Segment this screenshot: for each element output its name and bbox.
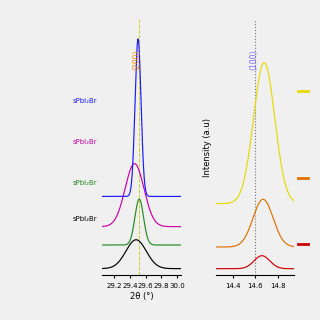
Text: sPbI₂Br: sPbI₂Br bbox=[73, 98, 97, 104]
Text: sPbI₂Br: sPbI₂Br bbox=[73, 139, 97, 145]
Text: (100): (100) bbox=[249, 49, 258, 70]
Text: (200): (200) bbox=[133, 49, 142, 70]
X-axis label: 2θ (°): 2θ (°) bbox=[130, 292, 153, 300]
Y-axis label: Intensity (a.u): Intensity (a.u) bbox=[203, 118, 212, 177]
Text: sPbI₂Br: sPbI₂Br bbox=[73, 216, 97, 222]
Text: sPbI₂Br: sPbI₂Br bbox=[73, 180, 97, 186]
